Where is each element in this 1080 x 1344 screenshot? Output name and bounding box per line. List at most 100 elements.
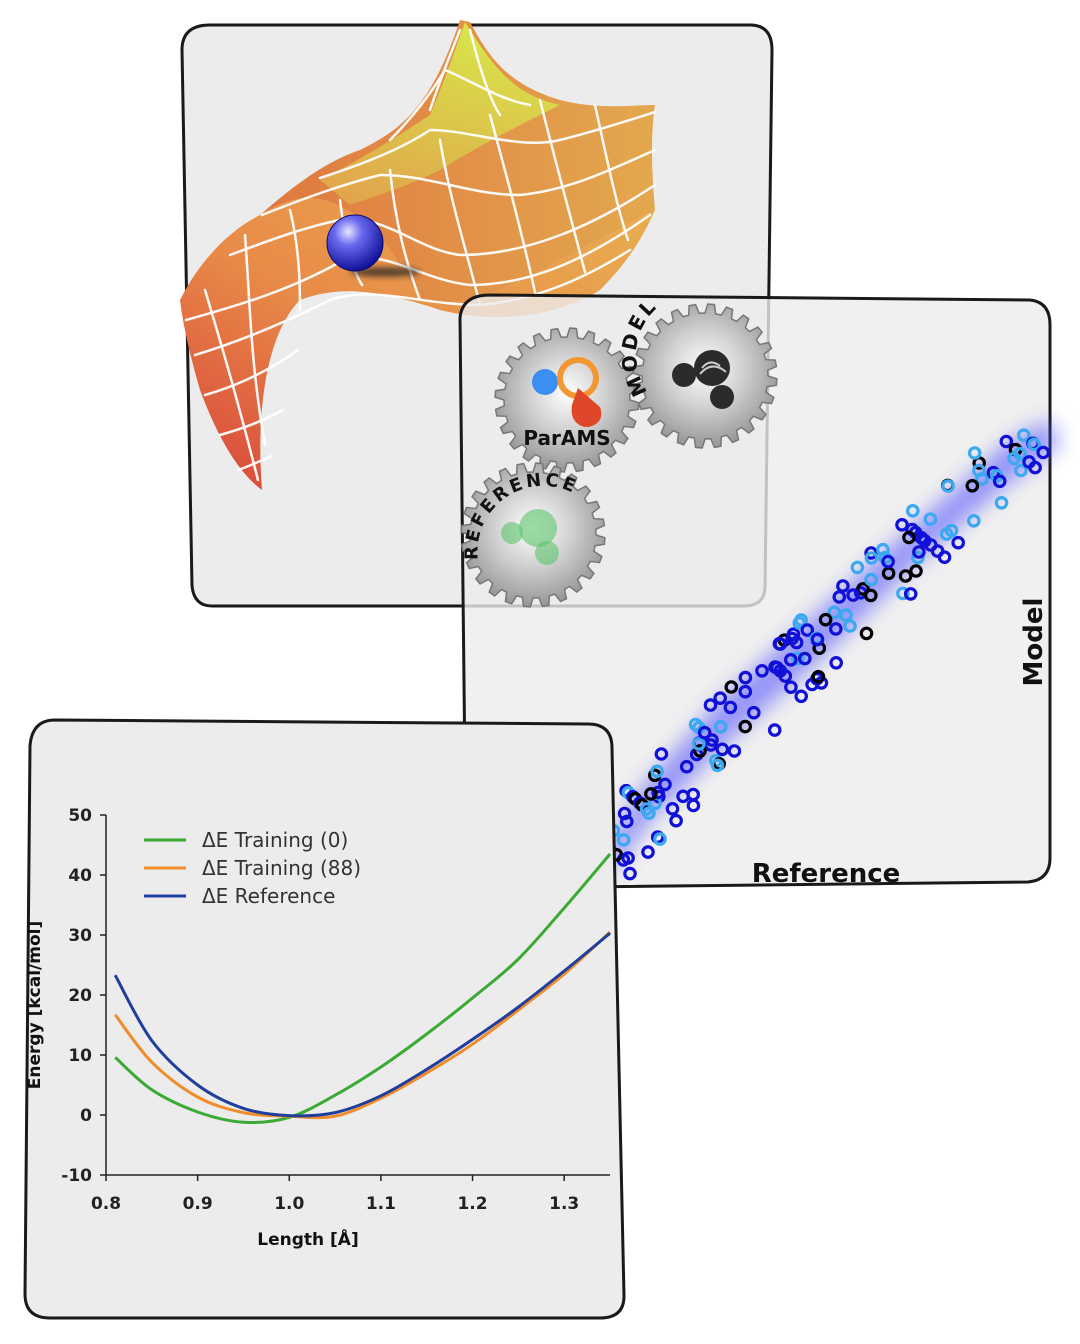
parity-point bbox=[863, 588, 878, 603]
parity-point bbox=[827, 605, 842, 620]
parity-point bbox=[811, 669, 826, 684]
parity-point bbox=[937, 550, 952, 564]
parity-point bbox=[650, 764, 664, 779]
legend-label-0: ΔE Training (0) bbox=[202, 828, 348, 852]
parity-point bbox=[832, 590, 847, 604]
parity-point bbox=[705, 733, 719, 747]
parity-point bbox=[951, 535, 965, 550]
parity-point bbox=[856, 582, 870, 596]
parity-point bbox=[905, 503, 920, 518]
parity-point bbox=[939, 527, 954, 541]
parity-point bbox=[617, 806, 632, 821]
y-tick-label: 30 bbox=[68, 926, 92, 946]
params-logo-icon bbox=[532, 357, 602, 427]
parity-point bbox=[789, 635, 804, 650]
params-gear bbox=[494, 327, 640, 473]
parity-point bbox=[621, 851, 635, 865]
series-line-0 bbox=[114, 853, 612, 1124]
parity-point bbox=[881, 554, 895, 569]
y-tick-label: 10 bbox=[68, 1046, 92, 1066]
parity-point bbox=[828, 622, 843, 636]
parity-point bbox=[902, 530, 916, 545]
energy-ball bbox=[326, 214, 384, 272]
x-tick-label: 0.8 bbox=[91, 1194, 121, 1214]
parity-point bbox=[715, 742, 730, 757]
parity-point bbox=[772, 636, 787, 651]
parity-point bbox=[829, 655, 843, 670]
parity-point bbox=[794, 689, 808, 704]
parity-point bbox=[992, 474, 1007, 489]
parity-point bbox=[724, 680, 739, 694]
parity-point bbox=[895, 517, 909, 532]
parity-point bbox=[912, 545, 926, 559]
parity-point bbox=[941, 479, 955, 493]
parity-y-label: Model bbox=[1019, 598, 1049, 687]
parity-point bbox=[654, 747, 669, 761]
legend-label-1: ΔE Training (88) bbox=[202, 856, 361, 880]
parity-point bbox=[896, 586, 910, 601]
parity-point bbox=[784, 680, 798, 694]
parity-point bbox=[723, 700, 738, 715]
parity-point bbox=[965, 478, 980, 493]
parity-point bbox=[836, 579, 850, 593]
parity-point bbox=[911, 550, 925, 565]
parity-point bbox=[746, 705, 761, 720]
parity-point bbox=[864, 551, 879, 565]
parity-point bbox=[692, 737, 706, 751]
parity-point bbox=[651, 785, 665, 800]
parity-point bbox=[797, 651, 812, 666]
x-axis-title: Length [Å] bbox=[257, 1227, 358, 1250]
parity-point bbox=[773, 663, 788, 678]
energy-chart: 50 40 30 20 10 0 -10 0.8 0.9 1.0 1.1 1.2 1.3 Length [… bbox=[25, 806, 612, 1250]
parity-point bbox=[839, 608, 853, 622]
parity-point bbox=[1036, 445, 1050, 460]
parity-point bbox=[738, 719, 752, 734]
x-tick-label: 0.9 bbox=[183, 1194, 213, 1214]
parity-x-label: Reference bbox=[752, 859, 901, 889]
parity-point bbox=[623, 866, 637, 881]
parity-point bbox=[686, 787, 700, 802]
parity-point bbox=[693, 744, 707, 758]
parity-point bbox=[653, 832, 667, 846]
parity-point bbox=[669, 813, 683, 828]
parity-point bbox=[859, 626, 874, 641]
gears-group: ParAMS MODEL REFERENCE bbox=[460, 293, 778, 608]
parity-point bbox=[966, 513, 981, 528]
legend-label-2: ΔE Reference bbox=[202, 884, 335, 908]
parity-point bbox=[792, 616, 807, 630]
x-tick-label: 1.2 bbox=[457, 1194, 487, 1214]
energy-surface bbox=[180, 20, 657, 490]
y-axis-title: Energy [kcal/mol] bbox=[25, 921, 45, 1089]
y-tick-label: 50 bbox=[68, 806, 92, 826]
parity-point bbox=[679, 759, 694, 774]
parity-point bbox=[658, 777, 672, 792]
reference-logo-icon bbox=[501, 509, 559, 565]
parity-point bbox=[783, 652, 798, 667]
parity-point bbox=[1016, 428, 1031, 442]
y-tick-label: -10 bbox=[61, 1166, 92, 1186]
parity-point bbox=[791, 651, 805, 666]
series-line-2 bbox=[113, 932, 611, 1118]
x-tick-label: 1.0 bbox=[274, 1194, 304, 1214]
parity-point bbox=[967, 446, 982, 460]
parity-point bbox=[665, 801, 680, 816]
parity-point bbox=[923, 512, 938, 526]
parity-point bbox=[642, 806, 656, 820]
parity-point bbox=[800, 623, 815, 637]
ball-shadow bbox=[350, 267, 420, 277]
series-line-1 bbox=[114, 930, 612, 1120]
parity-point bbox=[727, 744, 742, 758]
parity-point bbox=[999, 434, 1014, 449]
parity-point bbox=[1022, 455, 1036, 469]
parity-point bbox=[850, 560, 865, 575]
parity-point bbox=[917, 533, 932, 548]
parity-point bbox=[755, 663, 769, 678]
y-tick-label: 40 bbox=[68, 866, 92, 886]
parity-point bbox=[713, 719, 728, 734]
y-tick-label: 20 bbox=[68, 986, 92, 1006]
parity-point bbox=[738, 684, 753, 699]
parity-point bbox=[703, 698, 718, 712]
parity-point bbox=[909, 564, 923, 578]
